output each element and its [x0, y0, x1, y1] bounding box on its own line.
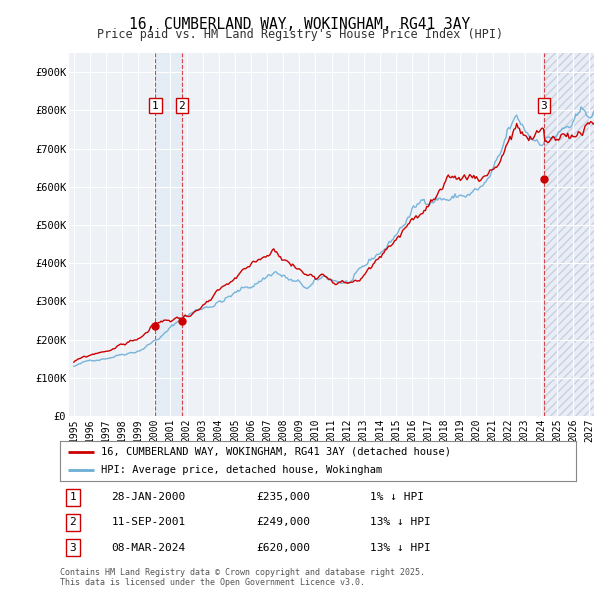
- Text: 16, CUMBERLAND WAY, WOKINGHAM, RG41 3AY: 16, CUMBERLAND WAY, WOKINGHAM, RG41 3AY: [130, 17, 470, 31]
- Text: HPI: Average price, detached house, Wokingham: HPI: Average price, detached house, Woki…: [101, 465, 383, 475]
- Text: 28-JAN-2000: 28-JAN-2000: [112, 492, 186, 502]
- Text: £249,000: £249,000: [256, 517, 310, 527]
- Text: 2: 2: [179, 101, 185, 111]
- Text: 08-MAR-2024: 08-MAR-2024: [112, 543, 186, 553]
- Text: 3: 3: [70, 543, 76, 553]
- Bar: [544, 53, 594, 416]
- Text: 2: 2: [70, 517, 76, 527]
- Text: 1: 1: [152, 101, 159, 111]
- Text: 1: 1: [70, 492, 76, 502]
- Bar: [544, 53, 594, 416]
- Text: Price paid vs. HM Land Registry's House Price Index (HPI): Price paid vs. HM Land Registry's House …: [97, 28, 503, 41]
- Bar: [155, 53, 182, 416]
- Text: 11-SEP-2001: 11-SEP-2001: [112, 517, 186, 527]
- Text: 3: 3: [541, 101, 547, 111]
- Text: £620,000: £620,000: [256, 543, 310, 553]
- Text: 1% ↓ HPI: 1% ↓ HPI: [370, 492, 424, 502]
- Text: 16, CUMBERLAND WAY, WOKINGHAM, RG41 3AY (detached house): 16, CUMBERLAND WAY, WOKINGHAM, RG41 3AY …: [101, 447, 451, 457]
- Text: Contains HM Land Registry data © Crown copyright and database right 2025.
This d: Contains HM Land Registry data © Crown c…: [60, 568, 425, 587]
- Text: 13% ↓ HPI: 13% ↓ HPI: [370, 517, 430, 527]
- Text: 13% ↓ HPI: 13% ↓ HPI: [370, 543, 430, 553]
- Text: £235,000: £235,000: [256, 492, 310, 502]
